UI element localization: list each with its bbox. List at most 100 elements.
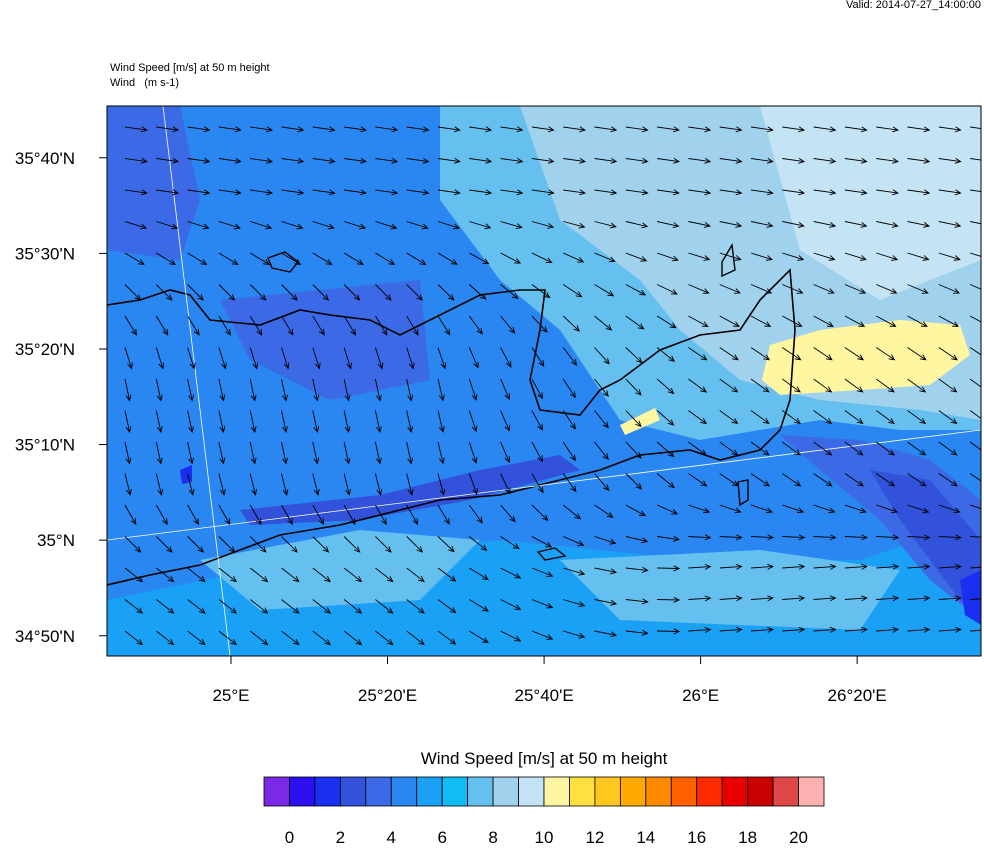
wind-arrow bbox=[625, 473, 643, 490]
wind-arrow bbox=[719, 347, 739, 361]
wind-arrow bbox=[406, 441, 414, 465]
wind-arrow bbox=[938, 221, 962, 228]
wind-arrow bbox=[312, 441, 320, 465]
colorbar-box bbox=[263, 776, 290, 807]
wind-arrow bbox=[625, 566, 649, 573]
wind-arrow bbox=[782, 563, 806, 570]
wind-arrow bbox=[218, 410, 226, 434]
wind-arrow bbox=[437, 504, 450, 525]
wind-arrow bbox=[907, 315, 928, 327]
wind-arrow bbox=[468, 473, 478, 496]
wind-arrow bbox=[531, 378, 543, 400]
wind-arrow bbox=[844, 157, 868, 164]
wind-arrow bbox=[844, 221, 868, 228]
wind-arrow bbox=[969, 347, 981, 356]
x-tick-label: 26°E bbox=[682, 686, 719, 705]
wind-arrow bbox=[218, 504, 231, 526]
x-tick-label: 25°40'E bbox=[514, 686, 573, 705]
wind-arrow bbox=[750, 347, 771, 361]
wind-arrow bbox=[124, 315, 137, 336]
wind-arrow bbox=[562, 347, 578, 366]
wind-arrow bbox=[343, 221, 367, 230]
wind-arrow bbox=[468, 441, 478, 464]
colorbar-box bbox=[721, 776, 749, 807]
wind-arrow bbox=[563, 189, 587, 196]
wind-arrow bbox=[907, 126, 931, 133]
wind-arrow bbox=[813, 595, 837, 602]
wind-arrow bbox=[657, 126, 680, 133]
wind-arrow bbox=[531, 284, 551, 299]
wind-arrow bbox=[719, 473, 739, 487]
wind-arrow bbox=[218, 567, 238, 583]
wind-arrow bbox=[719, 626, 743, 633]
wind-arrow bbox=[218, 599, 238, 614]
wind-arrow bbox=[594, 252, 616, 263]
wind-arrow bbox=[656, 347, 676, 362]
wind-arrow bbox=[563, 252, 585, 263]
wind-arrow bbox=[594, 536, 617, 545]
colorbar-tick-label: 8 bbox=[488, 828, 497, 845]
wind-arrow bbox=[531, 504, 549, 522]
wind-arrow bbox=[531, 567, 554, 577]
wind-arrow bbox=[187, 315, 200, 336]
wind-arrow bbox=[218, 157, 242, 164]
wind-arrow bbox=[281, 410, 288, 434]
wind-arrow bbox=[312, 347, 321, 370]
wind-arrow bbox=[625, 410, 642, 428]
colorbar-box bbox=[339, 776, 367, 807]
wind-arrow bbox=[876, 252, 899, 261]
wind-arrow bbox=[625, 157, 649, 164]
wind-arrow bbox=[688, 504, 711, 514]
wind-arrow bbox=[562, 410, 576, 430]
wind-arrow bbox=[969, 284, 981, 290]
colorbar-box bbox=[772, 776, 799, 807]
colorbar-box bbox=[441, 776, 469, 807]
wind-arrow bbox=[938, 441, 958, 456]
colorbar-tick-label: 12 bbox=[585, 828, 604, 845]
wind-arrow bbox=[155, 284, 173, 301]
wind-arrow bbox=[500, 410, 510, 432]
wind-arrow bbox=[938, 189, 962, 196]
wind-arrow bbox=[688, 534, 712, 541]
wind-arrow bbox=[155, 347, 165, 370]
wind-arrow bbox=[500, 252, 522, 264]
wind-arrow bbox=[969, 441, 981, 451]
wind-arrow bbox=[813, 315, 834, 327]
wind-arrow bbox=[907, 563, 931, 570]
wind-arrow bbox=[281, 347, 290, 370]
colorbar-box bbox=[619, 776, 647, 807]
wind-arrow bbox=[813, 252, 836, 261]
wind-arrow bbox=[500, 157, 524, 164]
wind-arrow bbox=[625, 441, 642, 459]
wind-arrow bbox=[500, 536, 520, 550]
wind-arrow bbox=[719, 378, 739, 393]
wind-arrow bbox=[187, 536, 204, 553]
wind-arrow bbox=[844, 410, 864, 425]
wind-arrow bbox=[531, 441, 543, 463]
wind-arrow bbox=[468, 347, 479, 369]
wind-arrow bbox=[281, 189, 305, 196]
wind-arrow bbox=[312, 567, 331, 583]
x-tick-label: 26°20'E bbox=[828, 686, 887, 705]
wind-arrow bbox=[124, 347, 133, 370]
wind-arrow bbox=[875, 473, 896, 487]
wind-arrow bbox=[782, 378, 801, 393]
wind-arrow bbox=[374, 378, 382, 402]
wind-arrow bbox=[343, 252, 364, 265]
colorbar-tick-label: 18 bbox=[738, 828, 757, 845]
wind-arrow bbox=[594, 441, 609, 461]
wind-arrow bbox=[907, 221, 931, 228]
valid-time: Valid: 2014-07-27_14:00:00 bbox=[846, 0, 981, 11]
wind-arrow bbox=[688, 563, 712, 570]
colorbar-tick-label: 0 bbox=[285, 828, 294, 845]
wind-arrow bbox=[875, 441, 895, 456]
wind-arrow bbox=[437, 126, 461, 133]
wind-arrow bbox=[750, 315, 772, 327]
wind-arrow bbox=[688, 221, 711, 228]
wind-arrow bbox=[750, 595, 774, 602]
wind-arrow bbox=[594, 126, 618, 133]
wind-arrow bbox=[343, 378, 351, 402]
wind-arrow bbox=[344, 126, 367, 133]
wind-arrow bbox=[406, 473, 414, 496]
wind-arrow bbox=[625, 504, 646, 517]
